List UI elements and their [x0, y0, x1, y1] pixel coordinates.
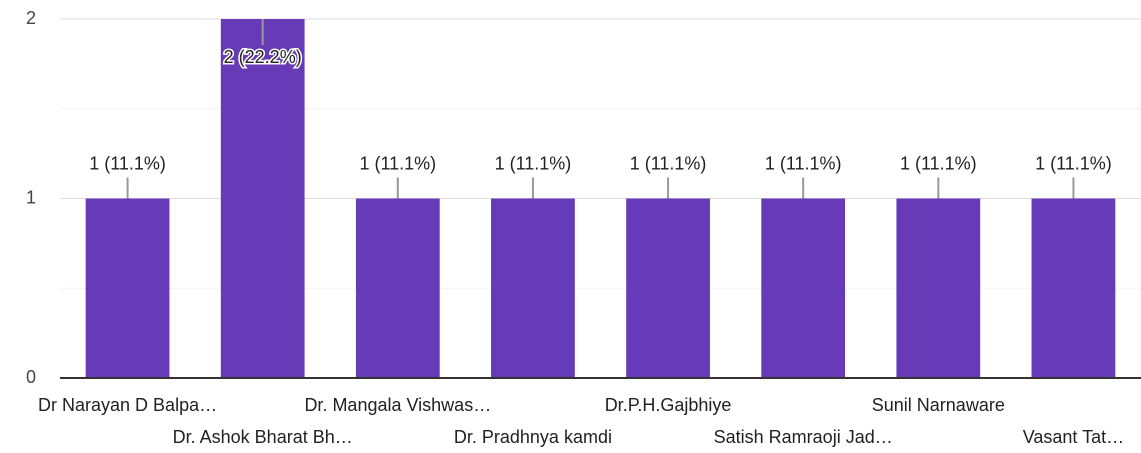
x-tick-label: Dr. Pradhnya kamdi: [454, 427, 612, 447]
bar: [626, 198, 710, 378]
x-tick-label: Dr. Ashok Bharat Bh…: [173, 427, 353, 447]
x-tick-label: Dr.P.H.Gajbhiye: [605, 395, 732, 415]
bar: [896, 198, 981, 378]
data-label: 1 (11.1%): [900, 153, 977, 173]
data-label: 2 (22.2%): [224, 47, 302, 67]
x-tick-label: Vasant Tat…: [1023, 427, 1124, 447]
bar: [355, 198, 440, 378]
data-label: 1 (11.1%): [359, 153, 436, 173]
data-label: 1 (11.1%): [495, 153, 572, 173]
bar: [85, 198, 170, 378]
y-tick-label: 0: [26, 367, 36, 387]
bar: [1031, 198, 1116, 378]
y-tick-label: 2: [26, 8, 36, 28]
bar: [491, 198, 575, 378]
x-tick-label: Dr. Mangala Vishwas…: [304, 395, 491, 415]
data-label: 1 (11.1%): [765, 153, 842, 173]
bar: [220, 19, 305, 378]
data-label: 1 (11.1%): [630, 153, 707, 173]
y-tick-label: 1: [26, 187, 36, 207]
bar: [761, 198, 846, 378]
data-label: 1 (11.1%): [1035, 153, 1112, 173]
x-tick-label: Satish Ramraoji Jad…: [714, 427, 893, 447]
x-tick-label: Sunil Narnaware: [872, 395, 1005, 415]
x-tick-label: Dr Narayan D Balpa…: [38, 395, 217, 415]
data-label: 1 (11.1%): [89, 153, 166, 173]
